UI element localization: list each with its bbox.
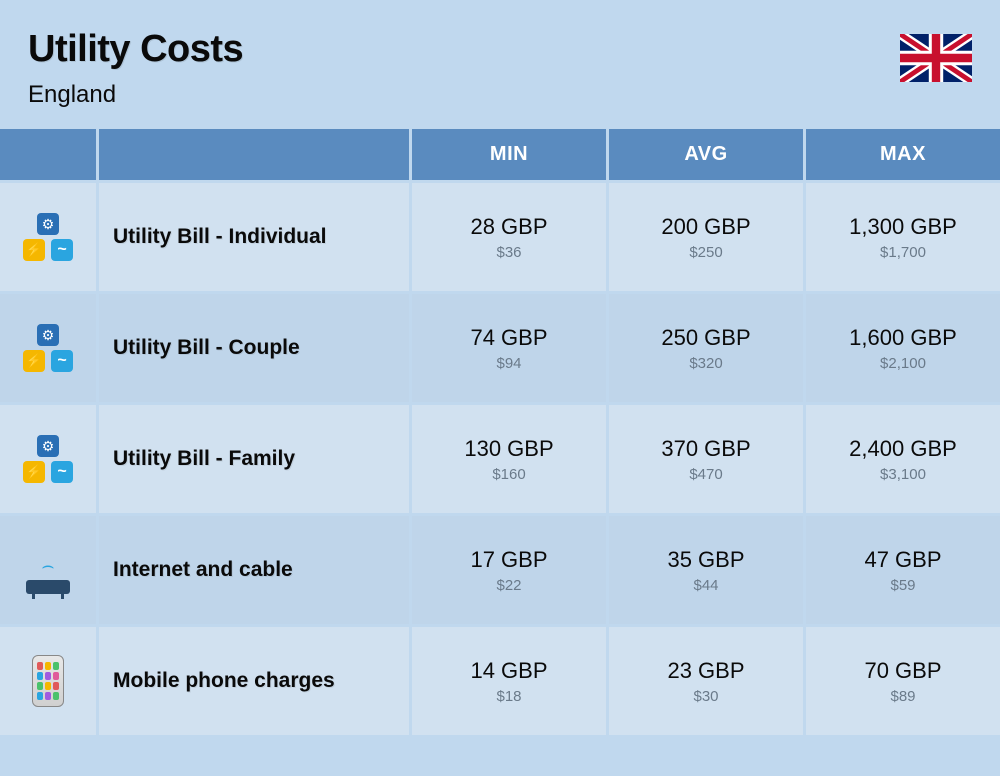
max-secondary: $3,100 [880,466,926,483]
min-secondary: $18 [496,688,521,705]
cell-avg: 200 GBP $250 [609,183,803,291]
costs-table: MIN AVG MAX Utility Bill - Individual 28 … [0,129,1000,738]
table-row: Mobile phone charges 14 GBP $18 23 GBP $30 70… [0,627,1000,738]
max-primary: 1,300 GBP [849,214,957,240]
table-row: ⌢⌢ Internet and cable 17 GBP $22 35 GBP $44 47… [0,516,1000,627]
cell-avg: 23 GBP $30 [609,627,803,735]
cell-avg: 250 GBP $320 [609,294,803,402]
min-primary: 130 GBP [464,436,553,462]
utility-icon [21,324,75,372]
row-icon-cell [0,294,96,402]
row-label-cell: Mobile phone charges [99,627,409,735]
max-primary: 47 GBP [864,547,941,573]
utility-icon [21,435,75,483]
min-primary: 74 GBP [470,325,547,351]
page-subtitle: England [28,81,243,109]
row-label-cell: Internet and cable [99,516,409,624]
cell-min: 74 GBP $94 [412,294,606,402]
phone-icon [32,655,64,707]
min-primary: 14 GBP [470,658,547,684]
row-icon-cell [0,405,96,513]
cell-min: 28 GBP $36 [412,183,606,291]
avg-secondary: $30 [693,688,718,705]
row-icon-cell [0,627,96,735]
max-secondary: $2,100 [880,355,926,372]
row-label-cell: Utility Bill - Individual [99,183,409,291]
table-row: Utility Bill - Couple 74 GBP $94 250 GBP $32… [0,294,1000,405]
avg-secondary: $470 [689,466,722,483]
col-header-label [99,129,409,180]
min-primary: 17 GBP [470,547,547,573]
uk-flag-icon [900,34,972,82]
page-title: Utility Costs [28,28,243,71]
row-icon-cell [0,183,96,291]
cell-max: 2,400 GBP $3,100 [806,405,1000,513]
cell-avg: 35 GBP $44 [609,516,803,624]
row-label-cell: Utility Bill - Family [99,405,409,513]
table-body: Utility Bill - Individual 28 GBP $36 200 GB… [0,183,1000,738]
avg-secondary: $44 [693,577,718,594]
avg-primary: 250 GBP [661,325,750,351]
max-secondary: $89 [890,688,915,705]
header: Utility Costs England [0,0,1000,129]
cell-min: 130 GBP $160 [412,405,606,513]
min-secondary: $36 [496,244,521,261]
avg-secondary: $320 [689,355,722,372]
min-secondary: $94 [496,355,521,372]
col-header-max: MAX [806,129,1000,180]
col-header-avg: AVG [609,129,803,180]
cell-max: 47 GBP $59 [806,516,1000,624]
row-label: Utility Bill - Family [113,447,295,471]
max-primary: 2,400 GBP [849,436,957,462]
row-label: Utility Bill - Couple [113,336,300,360]
title-block: Utility Costs England [28,28,243,109]
table-row: Utility Bill - Individual 28 GBP $36 200 GB… [0,183,1000,294]
row-icon-cell: ⌢⌢ [0,516,96,624]
max-secondary: $1,700 [880,244,926,261]
cell-min: 14 GBP $18 [412,627,606,735]
row-label-cell: Utility Bill - Couple [99,294,409,402]
avg-secondary: $250 [689,244,722,261]
cell-avg: 370 GBP $470 [609,405,803,513]
row-label: Mobile phone charges [113,669,335,693]
cell-max: 70 GBP $89 [806,627,1000,735]
cell-max: 1,300 GBP $1,700 [806,183,1000,291]
router-icon: ⌢⌢ [21,546,75,594]
min-secondary: $22 [496,577,521,594]
cell-min: 17 GBP $22 [412,516,606,624]
min-secondary: $160 [492,466,525,483]
avg-primary: 23 GBP [667,658,744,684]
max-secondary: $59 [890,577,915,594]
table-row: Utility Bill - Family 130 GBP $160 370 GBP $… [0,405,1000,516]
max-primary: 1,600 GBP [849,325,957,351]
min-primary: 28 GBP [470,214,547,240]
avg-primary: 370 GBP [661,436,750,462]
row-label: Utility Bill - Individual [113,225,327,249]
utility-icon [21,213,75,261]
avg-primary: 35 GBP [667,547,744,573]
col-header-icon [0,129,96,180]
row-label: Internet and cable [113,558,293,582]
col-header-min: MIN [412,129,606,180]
avg-primary: 200 GBP [661,214,750,240]
max-primary: 70 GBP [864,658,941,684]
cell-max: 1,600 GBP $2,100 [806,294,1000,402]
table-header-row: MIN AVG MAX [0,129,1000,183]
